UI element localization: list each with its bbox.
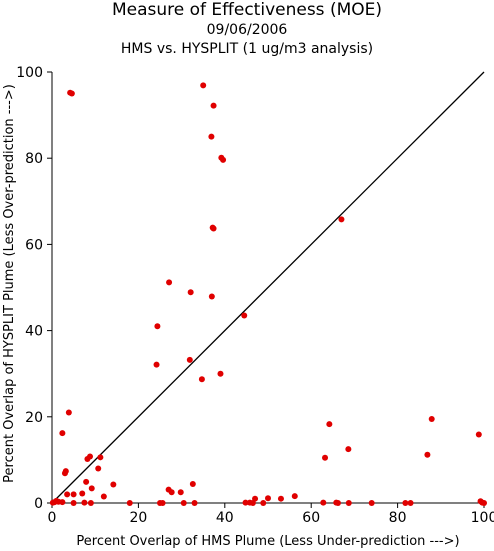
data-point <box>220 156 227 163</box>
x-tick-label: 0 <box>48 510 57 526</box>
data-point <box>210 225 217 232</box>
data-point <box>97 454 104 461</box>
y-tick-label: 20 <box>25 410 43 426</box>
data-point <box>59 499 66 506</box>
data-point <box>198 376 205 383</box>
data-point <box>200 82 207 89</box>
x-tick-label: 40 <box>216 510 234 526</box>
data-point <box>241 312 248 319</box>
data-point <box>87 500 94 506</box>
data-point <box>291 493 298 500</box>
data-point <box>68 90 75 97</box>
data-point <box>326 421 333 428</box>
data-point <box>191 500 198 506</box>
data-point <box>79 490 86 497</box>
data-points <box>49 82 487 506</box>
data-point <box>70 491 77 498</box>
data-point <box>277 495 284 502</box>
data-point <box>177 489 184 496</box>
data-point <box>153 361 160 368</box>
data-point <box>368 500 375 506</box>
data-point <box>59 430 66 437</box>
data-point <box>249 500 256 506</box>
data-point <box>187 289 194 296</box>
chart-title: Measure of Effectiveness (MOE) <box>111 0 383 20</box>
y-tick-label: 0 <box>34 496 43 512</box>
x-tick-label: 60 <box>302 510 320 526</box>
data-point <box>402 500 409 506</box>
data-point <box>65 409 72 416</box>
data-point <box>100 493 107 500</box>
data-point <box>126 500 133 506</box>
x-tick-label: 20 <box>129 510 147 526</box>
data-point <box>88 485 95 492</box>
x-axis-label: Percent Overlap of HMS Plume (Less Under… <box>76 534 459 549</box>
x-tick-label: 100 <box>471 510 494 526</box>
data-point <box>61 470 68 477</box>
data-point <box>428 415 435 422</box>
data-point <box>83 478 90 485</box>
data-point <box>217 370 224 377</box>
data-point <box>338 216 345 223</box>
data-point <box>334 500 341 506</box>
data-point <box>189 481 196 488</box>
y-tick-label: 80 <box>25 151 43 167</box>
data-point <box>345 500 352 506</box>
reference-line-y-equals-x <box>51 71 485 504</box>
data-point <box>208 293 215 300</box>
chart-subtitle: HMS vs. HYSPLIT (1 ug/m3 analysis) <box>120 41 374 57</box>
data-point <box>210 102 217 109</box>
data-point <box>81 499 88 506</box>
data-point <box>424 451 431 458</box>
tick-labels: 0 20 40 60 80 100 0 20 40 60 80 100 <box>16 65 494 526</box>
data-point <box>322 454 329 461</box>
data-point <box>345 446 352 453</box>
data-point <box>159 500 166 506</box>
chart-date: 09/06/2006 <box>206 22 288 38</box>
data-point <box>242 499 249 506</box>
data-point <box>166 279 173 286</box>
data-point <box>95 465 102 472</box>
data-point <box>154 323 161 330</box>
data-point <box>168 489 175 496</box>
data-point <box>265 495 271 502</box>
data-point <box>407 500 414 506</box>
y-axis-label: Percent Overlap of HYSPLIT Plume (Less O… <box>2 84 17 483</box>
data-point <box>70 500 77 506</box>
data-point <box>84 456 91 463</box>
data-point <box>260 500 267 506</box>
data-point <box>186 356 193 363</box>
data-point <box>481 500 487 506</box>
data-point <box>208 133 215 140</box>
data-point <box>320 499 327 506</box>
data-point <box>180 500 187 506</box>
y-tick-label: 100 <box>16 65 43 81</box>
y-tick-label: 60 <box>25 237 43 253</box>
data-point <box>64 491 71 498</box>
data-point <box>110 481 117 488</box>
x-tick-label: 80 <box>389 510 407 526</box>
data-point <box>475 431 482 438</box>
y-tick-label: 40 <box>25 324 43 340</box>
